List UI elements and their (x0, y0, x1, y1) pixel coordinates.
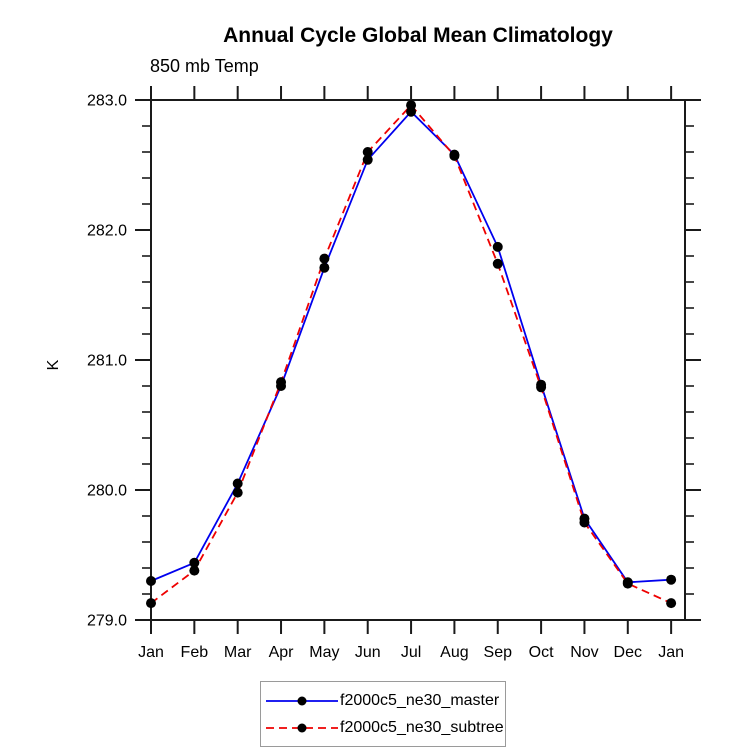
data-point-series-1 (189, 565, 200, 576)
legend-entry-master: f2000c5_ne30_master (264, 687, 505, 714)
data-point-series-1 (536, 382, 547, 393)
data-point-series-0 (492, 241, 503, 252)
data-point-series-1 (319, 253, 330, 264)
y-tick-label: 279.0 (87, 613, 127, 630)
data-point-series-0 (666, 574, 677, 585)
x-tick-label: Mar (224, 644, 252, 661)
y-tick-label: 281.0 (87, 353, 127, 370)
chart-title: Annual Cycle Global Mean Climatology (223, 24, 613, 47)
x-tick-label: Oct (529, 644, 554, 661)
x-tick-label: Jan (138, 644, 164, 661)
x-tick-label: May (309, 644, 339, 661)
legend: f2000c5_ne30_master f2000c5_ne30_subtree (260, 681, 506, 747)
x-tick-label: Jul (401, 644, 421, 661)
x-tick-label: Jun (355, 644, 381, 661)
y-tick-label: 280.0 (87, 483, 127, 500)
data-point-series-1 (232, 487, 243, 498)
data-point-series-0 (146, 576, 156, 586)
x-tick-label: Nov (570, 644, 598, 661)
x-tick-label: Apr (269, 644, 295, 661)
legend-line-sample-dashed (266, 723, 338, 732)
y-tick-label: 282.0 (87, 223, 127, 240)
data-point-series-1 (406, 100, 417, 111)
y-tick-label: 283.0 (87, 93, 127, 110)
x-tick-label: Aug (440, 644, 468, 661)
chart-subtitle: 850 mb Temp (150, 56, 259, 76)
data-point-series-1 (449, 150, 460, 161)
x-tick-label: Jan (658, 644, 684, 661)
data-point-series-1 (622, 578, 633, 589)
legend-entry-subtree: f2000c5_ne30_subtree (264, 714, 505, 741)
axis-frame (150, 99, 686, 621)
x-tick-label: Feb (181, 644, 209, 661)
data-point-series-1 (146, 598, 156, 609)
data-point-series-0 (232, 478, 243, 489)
x-tick-label: Dec (614, 644, 642, 661)
data-point-series-1 (579, 517, 590, 528)
legend-label-subtree: f2000c5_ne30_subtree (340, 718, 504, 736)
legend-label-master: f2000c5_ne30_master (340, 691, 500, 709)
x-tick-label: Sep (484, 644, 513, 661)
legend-line-sample-solid (266, 696, 338, 705)
data-point-series-1 (492, 258, 503, 269)
data-point-series-1 (276, 377, 287, 388)
data-point-series-1 (666, 598, 677, 609)
series-line-1 (150, 103, 672, 604)
series-line-0 (150, 110, 672, 584)
data-point-series-0 (319, 262, 330, 273)
y-axis-title: K (45, 359, 62, 370)
data-point-series-0 (362, 154, 373, 165)
data-point-series-1 (362, 147, 373, 157)
data-point-series-0 (189, 557, 200, 568)
